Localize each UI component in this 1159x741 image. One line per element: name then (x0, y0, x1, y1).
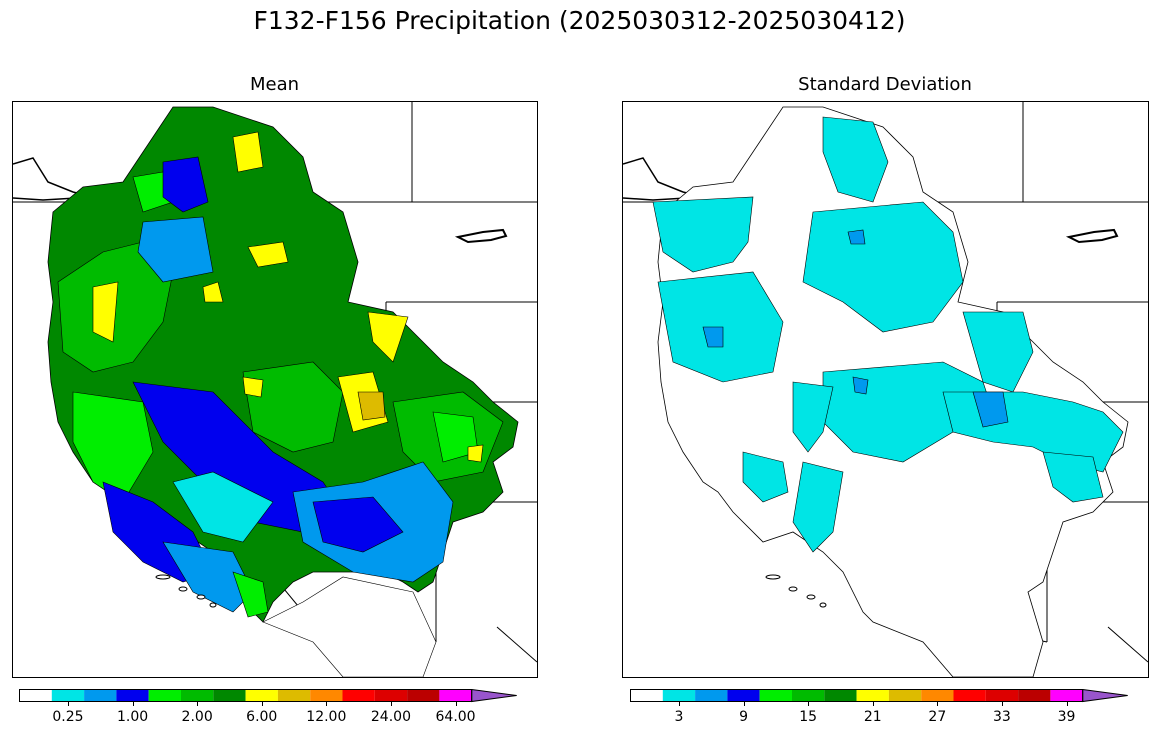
colorbar-tick (1001, 702, 1003, 706)
colorbar-tick (132, 702, 134, 706)
colorbar-extend-arrow (1082, 689, 1128, 703)
colorbar-swatch (759, 689, 792, 702)
colorbar-swatch (116, 689, 149, 702)
colorbar-tick (743, 702, 745, 706)
mean-panel-title: Mean (249, 74, 300, 95)
mean-map (12, 101, 538, 678)
colorbar-tick (326, 702, 328, 706)
colorbar-tick-label: 12.00 (306, 709, 347, 725)
colorbar-swatch (439, 689, 472, 702)
colorbar-tick (197, 702, 199, 706)
colorbar-extend-arrow (471, 689, 517, 703)
colorbar-tick (808, 702, 810, 706)
colorbar-swatch (727, 689, 760, 702)
colorbar-tick (261, 702, 263, 706)
colorbar-swatch (662, 689, 696, 702)
mean-map-svg (13, 102, 537, 677)
colorbar-tick-label: 3 (674, 709, 684, 725)
colorbar-tick-label: 39 (1057, 709, 1076, 725)
stddev-map-svg (623, 102, 1148, 677)
colorbar-tick-label: 24.00 (370, 709, 411, 725)
colorbar-swatch (181, 689, 214, 702)
colorbar-border (630, 689, 1084, 702)
colorbar-tick (678, 702, 680, 706)
colorbar-tick (872, 702, 874, 706)
colorbar-swatch (245, 689, 278, 702)
colorbar-swatch (19, 689, 52, 702)
colorbar-swatch (792, 689, 825, 702)
stddev-panel-title: Standard Deviation (798, 74, 972, 95)
colorbar-swatch (630, 689, 663, 702)
mean-colorbar-svg (19, 689, 517, 703)
colorbar-tick-label: 27 (928, 709, 947, 725)
colorbar-tick-label: 2.00 (181, 709, 213, 725)
figure-title: F132-F156 Precipitation (2025030312-2025… (253, 6, 906, 35)
colorbar-swatch (310, 689, 343, 702)
colorbar-tick-label: 21 (863, 709, 882, 725)
colorbar-tick-label: 6.00 (246, 709, 278, 725)
colorbar-tick (390, 702, 392, 706)
colorbar-tick-label: 64.00 (435, 709, 476, 725)
colorbar-tick-label: 1.00 (116, 709, 149, 725)
lake-outline (454, 228, 508, 244)
colorbar-swatch (953, 689, 986, 702)
colorbar-swatch (51, 689, 85, 702)
colorbar-swatch (277, 689, 311, 702)
stddev-colorbar-svg (630, 689, 1128, 703)
colorbar-border (19, 689, 473, 702)
colorbar-tick-label: 9 (739, 709, 749, 725)
colorbar-swatch (1018, 689, 1051, 702)
colorbar-tick-label: 33 (993, 709, 1011, 725)
colorbar-swatch (374, 689, 408, 702)
colorbar-swatch (84, 689, 117, 702)
mean-colorbar (19, 689, 533, 703)
colorbar-swatch (888, 689, 922, 702)
colorbar-tick (937, 702, 939, 706)
colorbar-tick-label: 0.25 (52, 709, 84, 725)
colorbar-swatch (407, 689, 440, 702)
colorbar-swatch (856, 689, 889, 702)
colorbar-swatch (695, 689, 728, 702)
colorbar-swatch (985, 689, 1019, 702)
colorbar-tick (455, 702, 457, 706)
lake-outline (1065, 228, 1119, 244)
colorbar-swatch (824, 689, 857, 702)
colorbar-swatch (921, 689, 954, 702)
colorbar-swatch (213, 689, 246, 702)
colorbar-swatch (1050, 689, 1083, 702)
stddev-map (622, 101, 1149, 678)
colorbar-swatch (148, 689, 181, 702)
colorbar-tick (1066, 702, 1068, 706)
colorbar-tick-label: 15 (799, 709, 818, 725)
colorbar-tick (67, 702, 69, 706)
colorbar-swatch (342, 689, 375, 702)
stddev-colorbar (630, 689, 1144, 703)
